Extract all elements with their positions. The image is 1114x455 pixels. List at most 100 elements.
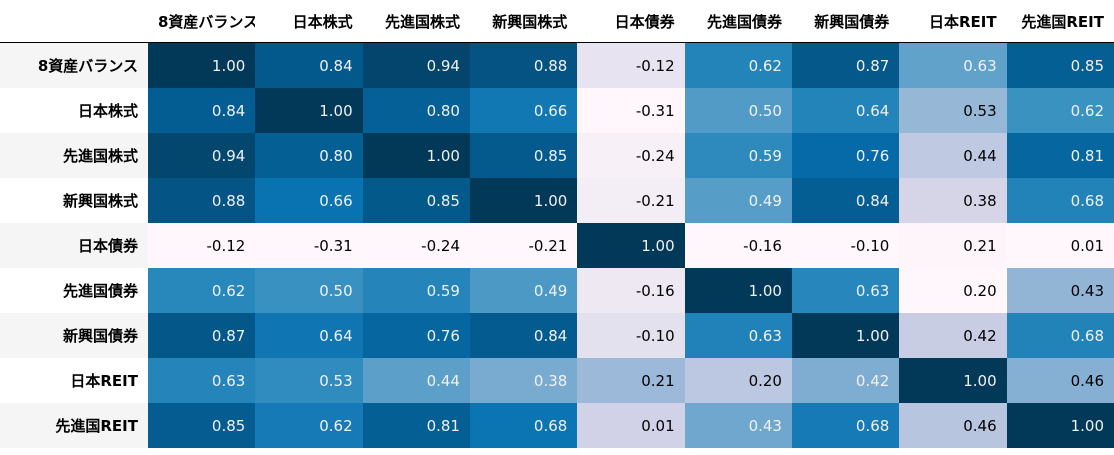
cell: 0.62 — [148, 268, 256, 313]
cell: 0.46 — [1006, 358, 1114, 403]
cell: -0.16 — [577, 268, 685, 313]
cell: 0.38 — [899, 178, 1007, 223]
cell: 0.53 — [899, 88, 1007, 133]
cell: 0.84 — [255, 42, 363, 88]
column-header: 新興国債券 — [814, 12, 890, 31]
cell: 0.43 — [684, 403, 792, 448]
row-header: 日本株式 — [77, 102, 138, 120]
table-row: 8資産バランス 1.00 0.84 0.94 0.88 -0.12 0.62 0.87 0.63… — [0, 42, 1114, 88]
column-header: 日本債券 — [614, 12, 675, 31]
row-header: 先進国REIT — [0, 403, 148, 448]
cell: 0.84 — [148, 88, 256, 133]
cell: 0.38 — [469, 358, 578, 403]
cell: 0.20 — [684, 358, 792, 403]
cell: 0.87 — [148, 313, 256, 358]
cell: 0.63 — [791, 268, 900, 313]
table-row: 日本REIT 0.63 0.53 0.44 0.38 0.21 0.20 0.42 1.00 0.… — [0, 358, 1114, 403]
cell: -0.21 — [469, 223, 578, 268]
cell: 0.66 — [469, 88, 578, 133]
cell: 0.63 — [899, 42, 1007, 88]
cell: 0.68 — [1006, 178, 1114, 223]
table-row: 新興国株式 0.88 0.66 0.85 1.00 -0.21 0.49 0.84 0.38 0.… — [0, 178, 1114, 223]
cell: 0.62 — [684, 42, 792, 88]
table-row: 先進国REIT 0.85 0.62 0.81 0.68 0.01 0.43 0.68 0.46 1… — [0, 403, 1114, 448]
cell: 1.00 — [255, 88, 363, 133]
table-row: 先進国債券 0.62 0.50 0.59 0.49 -0.16 1.00 0.63 0.20 0.… — [0, 268, 1114, 313]
cell: -0.31 — [255, 223, 363, 268]
row-header: 先進国株式 — [0, 133, 148, 178]
cell: 1.00 — [684, 268, 792, 313]
cell: 0.68 — [1006, 313, 1114, 358]
cell: 1.00 — [362, 133, 470, 178]
row-header: 日本REIT — [70, 372, 138, 390]
cell: 0.50 — [684, 88, 792, 133]
cell: 0.63 — [148, 358, 256, 403]
cell: 0.85 — [469, 133, 578, 178]
cell: 0.94 — [148, 133, 256, 178]
column-header: 8資産バランス — [158, 12, 256, 31]
row-header: 8資産バランス — [0, 42, 148, 88]
cell: -0.16 — [684, 223, 792, 268]
cell: 0.81 — [362, 403, 470, 448]
cell: -0.21 — [577, 178, 685, 223]
cell: 0.88 — [469, 42, 578, 88]
cell: 0.01 — [577, 403, 685, 448]
header-row: 8資産バランス 日本株式 先進国株式 新興国株式 日本債券 先進国債券 新興国債券 日本REI… — [0, 0, 1114, 43]
cell: 0.84 — [791, 178, 900, 223]
cell: 0.87 — [791, 42, 900, 88]
column-header: 先進国REIT — [1021, 12, 1104, 31]
cell: 0.76 — [362, 313, 470, 358]
cell: 0.68 — [469, 403, 578, 448]
cell: 1.00 — [469, 178, 578, 223]
cell: 0.20 — [899, 268, 1007, 313]
cell: 0.49 — [684, 178, 792, 223]
cell: 0.81 — [1006, 133, 1114, 178]
cell: 0.85 — [1006, 42, 1114, 88]
column-header: 先進国株式 — [384, 12, 460, 31]
table-row: 日本債券 -0.12 -0.31 -0.24 -0.21 1.00 -0.16 -0.10 0.… — [0, 223, 1114, 268]
cell: 0.46 — [899, 403, 1007, 448]
cell: 0.44 — [362, 358, 470, 403]
cell: 0.42 — [899, 313, 1007, 358]
cell: 0.59 — [362, 268, 470, 313]
cell: 0.85 — [362, 178, 470, 223]
cell: 0.01 — [1006, 223, 1114, 268]
cell: 0.62 — [255, 403, 363, 448]
cell: 1.00 — [148, 42, 256, 88]
cell: 0.84 — [469, 313, 578, 358]
cell: 0.21 — [577, 358, 685, 403]
cell: 0.49 — [469, 268, 578, 313]
cell: 0.66 — [255, 178, 363, 223]
cell: 0.80 — [362, 88, 470, 133]
cell: 0.64 — [255, 313, 363, 358]
cell: -0.31 — [577, 88, 685, 133]
cell: 0.76 — [791, 133, 900, 178]
column-header: 新興国株式 — [492, 12, 568, 31]
table-row: 新興国債券 0.87 0.64 0.76 0.84 -0.10 0.63 1.00 0.42 0.… — [0, 313, 1114, 358]
row-header: 新興国債券 — [0, 313, 148, 358]
column-header: 日本REIT — [929, 12, 997, 31]
column-header: 日本株式 — [292, 12, 353, 31]
cell: 0.59 — [684, 133, 792, 178]
row-header: 新興国株式 — [62, 192, 138, 210]
cell: -0.24 — [577, 133, 685, 178]
cell: -0.12 — [577, 42, 685, 88]
table-row: 先進国株式 0.94 0.80 1.00 0.85 -0.24 0.59 0.76 0.44 0.… — [0, 133, 1114, 178]
corner-cell — [0, 0, 148, 43]
column-header: 先進国債券 — [706, 12, 782, 31]
table-body: 8資産バランス 1.00 0.84 0.94 0.88 -0.12 0.62 0.87 0.63… — [0, 42, 1114, 448]
cell: 0.68 — [791, 403, 900, 448]
cell: 1.00 — [791, 313, 900, 358]
cell: -0.12 — [148, 223, 256, 268]
cell: 0.43 — [1006, 268, 1114, 313]
cell: 0.44 — [899, 133, 1007, 178]
cell: 0.80 — [255, 133, 363, 178]
table-row: 日本株式 0.84 1.00 0.80 0.66 -0.31 0.50 0.64 0.53 0.6… — [0, 88, 1114, 133]
cell: 0.62 — [1006, 88, 1114, 133]
cell: 0.85 — [148, 403, 256, 448]
table-header: 8資産バランス 日本株式 先進国株式 新興国株式 日本債券 先進国債券 新興国債券 日本REI… — [0, 0, 1114, 43]
cell: 0.50 — [255, 268, 363, 313]
cell: 0.94 — [362, 42, 470, 88]
cell: 1.00 — [577, 223, 685, 268]
